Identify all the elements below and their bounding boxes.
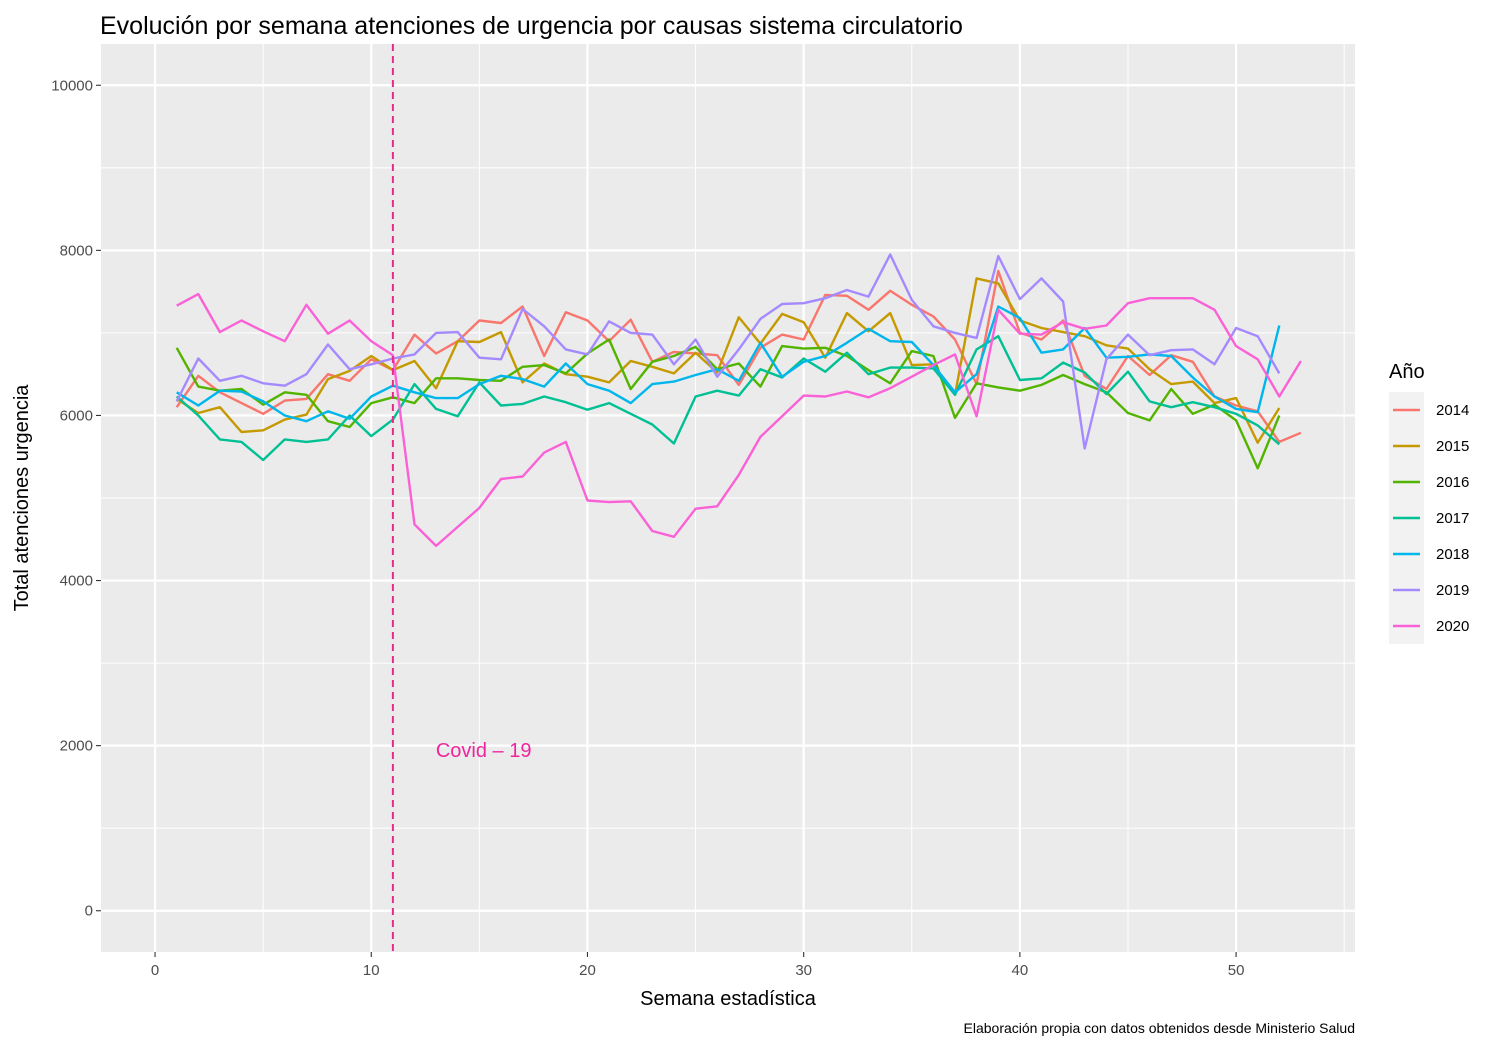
minor-gridlines xyxy=(101,44,1355,952)
series-line-2019 xyxy=(175,253,1281,450)
y-tick-label: 8000 xyxy=(60,242,93,259)
legend-label-2017: 2017 xyxy=(1436,510,1469,527)
legend-label-2018: 2018 xyxy=(1436,546,1469,563)
y-axis-title: Total atenciones urgencia xyxy=(11,384,33,612)
y-tick-label: 4000 xyxy=(60,573,93,590)
series-line-2016 xyxy=(175,338,1281,470)
chart-caption: Elaboración propia con datos obtenidos d… xyxy=(964,1020,1355,1036)
x-tick-label: 20 xyxy=(579,962,596,979)
y-axis-ticks: 0 2000 4000 6000 8000 10000 xyxy=(51,77,101,920)
legend-label-2016: 2016 xyxy=(1436,474,1469,491)
series-lines xyxy=(175,253,1302,548)
x-tick-label: 40 xyxy=(1012,962,1029,979)
series-line-2020 xyxy=(176,292,1302,548)
y-tick-label: 6000 xyxy=(60,407,93,424)
x-axis-ticks: 0 10 20 30 40 50 xyxy=(151,952,1245,979)
x-tick-label: 10 xyxy=(363,962,380,979)
y-tick-label: 0 xyxy=(85,903,93,920)
x-axis-title: Semana estadística xyxy=(640,988,817,1010)
x-tick-label: 30 xyxy=(795,962,812,979)
legend-label-2019: 2019 xyxy=(1436,582,1469,599)
legend-title: Año xyxy=(1389,361,1425,383)
legend-label-2014: 2014 xyxy=(1436,402,1469,419)
chart-title: Evolución por semana atenciones de urgen… xyxy=(100,12,963,40)
y-tick-label: 2000 xyxy=(60,738,93,755)
x-tick-label: 50 xyxy=(1228,962,1245,979)
series-line-2018 xyxy=(176,305,1281,423)
y-tick-label: 10000 xyxy=(51,77,93,94)
legend-label-2015: 2015 xyxy=(1436,438,1469,455)
legend: Año 2014 2015 2016 2017 2018 2019 2020 xyxy=(1389,361,1469,644)
series-line-2015 xyxy=(176,277,1281,444)
covid-annotation: Covid – 19 xyxy=(436,740,532,762)
x-tick-label: 0 xyxy=(151,962,159,979)
series-line-2017 xyxy=(175,335,1281,462)
legend-label-2020: 2020 xyxy=(1436,618,1469,635)
